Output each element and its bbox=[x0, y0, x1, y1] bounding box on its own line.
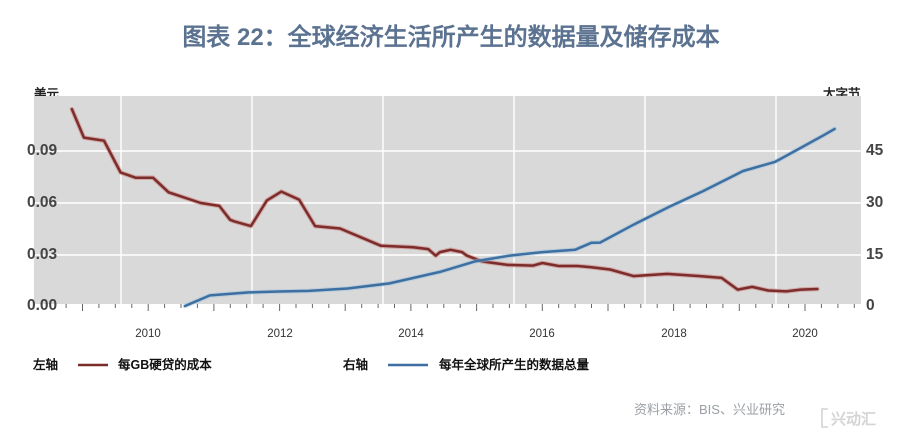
svg-text:兴动汇: 兴动汇 bbox=[831, 410, 876, 428]
